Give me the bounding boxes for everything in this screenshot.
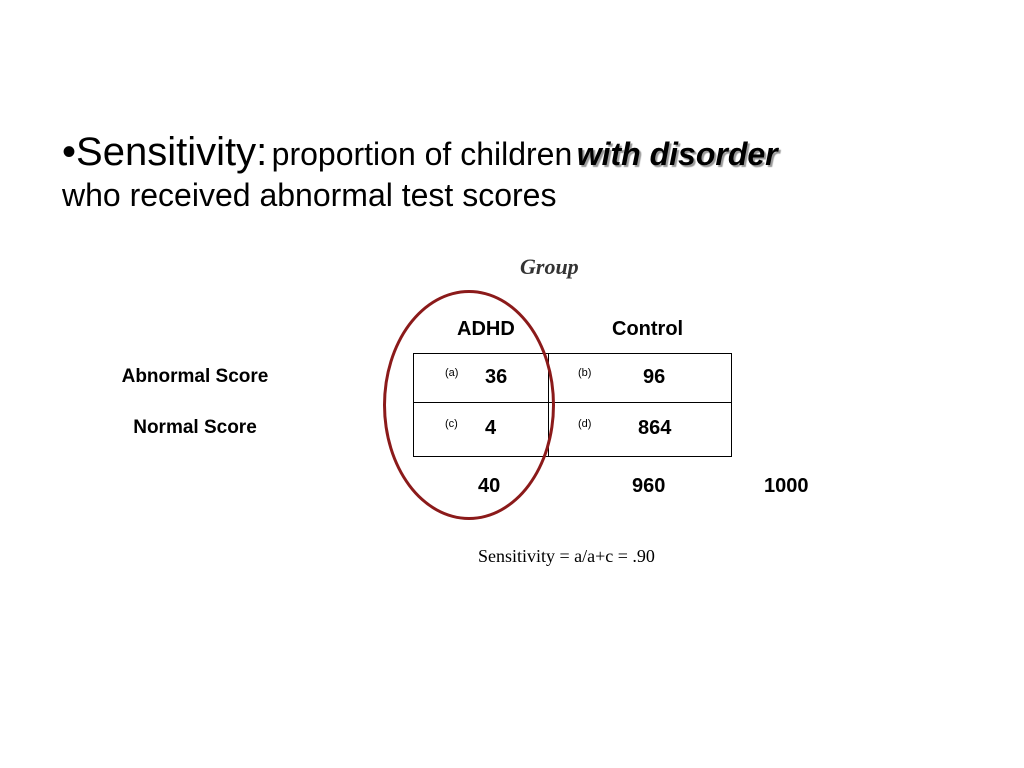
definition-part-2: who received abnormal test scores: [62, 177, 557, 213]
cell-tag-d: (d): [578, 418, 592, 430]
emphasis-text: with disorder: [576, 136, 778, 172]
total-control: 960: [632, 475, 666, 497]
group-title: Group: [520, 254, 579, 279]
adhd-highlight-ellipse: [383, 290, 555, 520]
term: Sensitivity:: [76, 130, 268, 174]
heading-line-1: •Sensitivity: proportion of children wit…: [62, 128, 982, 176]
table-divider-horizontal: [413, 402, 732, 403]
row-header-abnormal: Abnormal Score: [121, 366, 269, 387]
slide-heading: •Sensitivity: proportion of children wit…: [62, 128, 982, 214]
column-header-control: Control: [612, 318, 684, 340]
cell-value-b: 96: [643, 366, 666, 388]
definition-part-1: proportion of children: [271, 136, 573, 172]
cell-value-d: 864: [638, 417, 672, 439]
bullet: •: [62, 130, 77, 174]
row-header-normal: Normal Score: [133, 417, 257, 438]
total-overall: 1000: [764, 475, 809, 497]
cell-tag-b: (b): [578, 367, 592, 379]
sensitivity-formula: Sensitivity = a/a+c = .90: [478, 546, 655, 566]
